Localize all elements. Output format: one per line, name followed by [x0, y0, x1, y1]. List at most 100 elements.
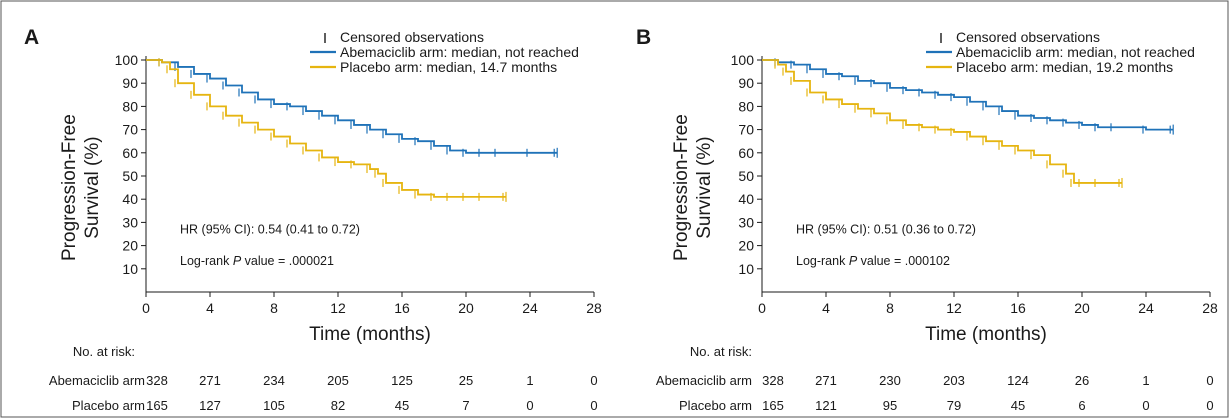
- y-tick-label: 30: [738, 214, 754, 230]
- at-risk-row-label: Placebo arm: [72, 398, 145, 413]
- logrank-suffix: value = .000102: [857, 254, 950, 268]
- at-risk-value: 0: [1142, 398, 1149, 413]
- logrank-annotation: Log-rank P value = .000102: [796, 254, 950, 268]
- at-risk-value: 95: [883, 398, 897, 413]
- at-risk-value: 25: [459, 373, 473, 388]
- at-risk-value: 0: [590, 373, 597, 388]
- x-tick-label: 4: [822, 300, 830, 316]
- at-risk-value: 125: [391, 373, 413, 388]
- y-tick-label: 10: [738, 261, 754, 277]
- at-risk-value: 205: [327, 373, 349, 388]
- x-tick-label: 8: [270, 300, 278, 316]
- at-risk-row-label: Placebo arm: [679, 398, 752, 413]
- censor-legend-label: Censored observations: [340, 29, 484, 45]
- y-tick-label: 70: [738, 122, 754, 138]
- y-tick-label: 20: [122, 238, 138, 254]
- at-risk-value: 121: [815, 398, 837, 413]
- at-risk-value: 105: [263, 398, 285, 413]
- legend-label-abemaciclib: Abemaciclib arm: median, not reached: [340, 44, 579, 60]
- at-risk-value: 82: [331, 398, 345, 413]
- at-risk-value: 0: [526, 398, 533, 413]
- y-tick-label: 70: [122, 122, 138, 138]
- panel-letter: B: [636, 26, 651, 49]
- y-tick-label: 80: [738, 98, 754, 114]
- y-tick-label: 60: [738, 145, 754, 161]
- x-tick-label: 24: [522, 300, 538, 316]
- y-tick-label: 100: [731, 52, 755, 68]
- at-risk-value: 328: [762, 373, 784, 388]
- x-tick-label: 16: [394, 300, 410, 316]
- y-tick-label: 30: [122, 214, 138, 230]
- y-tick-label: 50: [738, 168, 754, 184]
- x-tick-label: 24: [1138, 300, 1154, 316]
- logrank-prefix: Log-rank: [180, 254, 233, 268]
- logrank-p: P: [233, 254, 242, 268]
- y-tick-label: 90: [738, 75, 754, 91]
- at-risk-value: 271: [199, 373, 221, 388]
- x-tick-label: 20: [1074, 300, 1090, 316]
- at-risk-value: 203: [943, 373, 965, 388]
- x-tick-label: 0: [758, 300, 766, 316]
- x-tick-label: 4: [206, 300, 214, 316]
- hr-annotation: HR (95% CI): 0.51 (0.36 to 0.72): [796, 223, 976, 237]
- logrank-annotation: Log-rank P value = .000021: [180, 254, 334, 268]
- at-risk-value: 127: [199, 398, 221, 413]
- y-tick-label: 60: [122, 145, 138, 161]
- at-risk-value: 45: [1011, 398, 1025, 413]
- x-tick-label: 20: [458, 300, 474, 316]
- x-tick-label: 8: [886, 300, 894, 316]
- at-risk-value: 79: [947, 398, 961, 413]
- at-risk-value: 0: [590, 398, 597, 413]
- km-curve-placebo: [146, 59, 506, 198]
- at-risk-value: 1: [526, 373, 533, 388]
- x-tick-label: 12: [946, 300, 962, 316]
- at-risk-value: 124: [1007, 373, 1029, 388]
- at-risk-value: 271: [815, 373, 837, 388]
- logrank-suffix: value = .000021: [241, 254, 334, 268]
- at-risk-value: 230: [879, 373, 901, 388]
- x-axis-label: Time (months): [309, 324, 431, 345]
- x-tick-label: 28: [586, 300, 602, 316]
- at-risk-value: 7: [462, 398, 469, 413]
- x-tick-label: 28: [1202, 300, 1218, 316]
- x-tick-label: 0: [142, 300, 150, 316]
- at-risk-value: 328: [146, 373, 168, 388]
- at-risk-header: No. at risk:: [73, 344, 135, 359]
- y-tick-label: 50: [122, 168, 138, 184]
- x-tick-label: 16: [1010, 300, 1026, 316]
- legend-label-placebo: Placebo arm: median, 14.7 months: [340, 59, 557, 75]
- x-axis-label: Time (months): [925, 324, 1047, 345]
- at-risk-value: 26: [1075, 373, 1089, 388]
- y-tick-label: 20: [738, 238, 754, 254]
- legend-label-placebo: Placebo arm: median, 19.2 months: [956, 59, 1173, 75]
- y-axis-label-line: Survival (%): [694, 136, 715, 238]
- at-risk-row-label: Abemaciclib arm: [656, 373, 752, 388]
- logrank-prefix: Log-rank: [796, 254, 849, 268]
- at-risk-value: 165: [762, 398, 784, 413]
- y-axis-label-line: Progression-Free: [671, 114, 692, 261]
- at-risk-value: 234: [263, 373, 285, 388]
- censor-legend-label: Censored observations: [956, 29, 1100, 45]
- km-curve-abemaciclib: [762, 59, 1174, 131]
- y-tick-label: 100: [115, 52, 139, 68]
- hr-annotation: HR (95% CI): 0.54 (0.41 to 0.72): [180, 223, 360, 237]
- at-risk-header: No. at risk:: [690, 344, 752, 359]
- at-risk-value: 0: [1206, 398, 1213, 413]
- at-risk-value: 0: [1206, 373, 1213, 388]
- legend-label-abemaciclib: Abemaciclib arm: median, not reached: [956, 44, 1195, 60]
- y-tick-label: 80: [122, 98, 138, 114]
- logrank-p: P: [849, 254, 858, 268]
- y-tick-label: 90: [122, 75, 138, 91]
- at-risk-value: 45: [395, 398, 409, 413]
- y-tick-label: 40: [738, 191, 754, 207]
- at-risk-value: 165: [146, 398, 168, 413]
- y-tick-label: 40: [122, 191, 138, 207]
- panel-letter: A: [24, 26, 39, 49]
- km-curve-placebo: [762, 59, 1122, 184]
- y-tick-label: 10: [122, 261, 138, 277]
- y-axis-label-line: Survival (%): [82, 136, 103, 238]
